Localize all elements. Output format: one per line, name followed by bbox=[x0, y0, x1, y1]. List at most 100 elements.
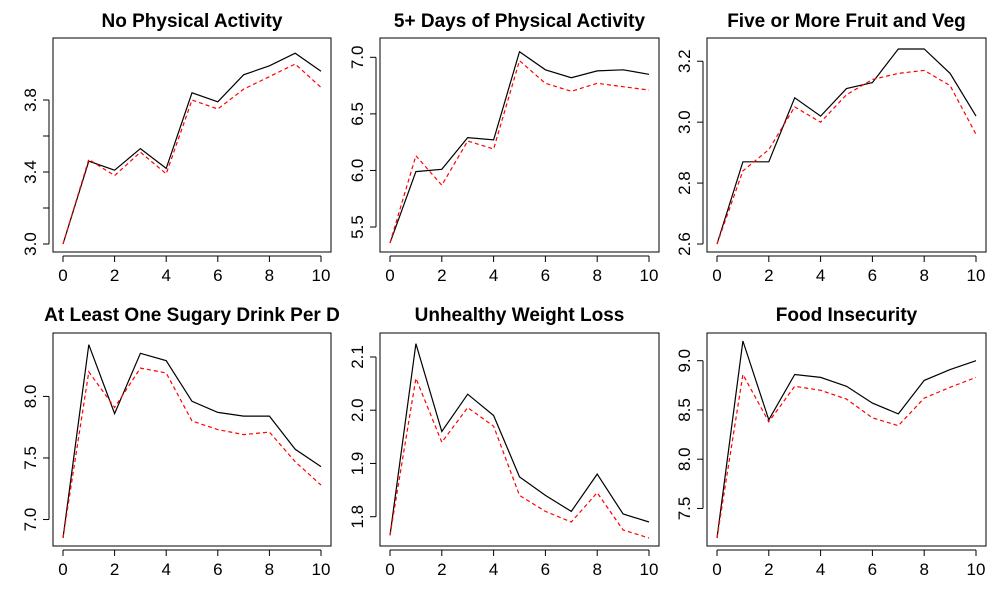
plot-frame bbox=[706, 37, 987, 253]
x-tick-label: 8 bbox=[265, 560, 274, 579]
y-tick-label: 2.6 bbox=[675, 232, 694, 256]
x-tick-label: 6 bbox=[868, 560, 877, 579]
y-tick-label: 8.0 bbox=[675, 447, 694, 471]
series-line-dashed bbox=[716, 372, 977, 539]
x-tick-label: 0 bbox=[712, 560, 721, 579]
y-tick-label: 3.0 bbox=[675, 110, 694, 134]
x-tick-label: 6 bbox=[213, 560, 222, 579]
x-tick-label: 6 bbox=[213, 266, 222, 285]
x-tick-label: 0 bbox=[385, 560, 394, 579]
x-tick-label: 6 bbox=[541, 266, 550, 285]
y-tick-label: 7.0 bbox=[21, 508, 40, 532]
x-tick-label: 6 bbox=[541, 560, 550, 579]
y-axis: 7.0 7.5 8.0 bbox=[21, 385, 50, 532]
x-axis: 0 2 4 6 8 10 bbox=[385, 255, 659, 285]
series-line-dashed bbox=[389, 376, 650, 539]
y-tick-label: 8.5 bbox=[675, 398, 694, 422]
y-tick-label: 3.8 bbox=[21, 88, 40, 112]
x-tick-label: 8 bbox=[592, 560, 601, 579]
series-line-dashed bbox=[62, 63, 322, 245]
x-tick-label: 4 bbox=[161, 266, 170, 285]
panel-6: Food Insecurity 0 2 4 6 8 10 7.5 8.0 8.5 9.0 bbox=[675, 305, 987, 579]
y-axis: 7.5 8.0 8.5 9.0 bbox=[675, 349, 704, 521]
x-tick-label: 0 bbox=[58, 266, 67, 285]
plot-frame bbox=[706, 332, 987, 547]
x-tick-label: 8 bbox=[919, 266, 928, 285]
y-tick-label: 7.5 bbox=[675, 497, 694, 521]
y-tick-label: 7.0 bbox=[348, 45, 367, 69]
series-line-dashed bbox=[716, 69, 977, 245]
panel-title: Unhealthy Weight Loss bbox=[415, 305, 625, 326]
y-tick-label: 5.5 bbox=[348, 215, 367, 239]
x-tick-label: 0 bbox=[58, 560, 67, 579]
x-tick-label: 10 bbox=[967, 266, 986, 285]
y-tick-label: 2.8 bbox=[675, 171, 694, 195]
y-tick-label: 6.0 bbox=[348, 159, 367, 183]
series-line-solid bbox=[389, 50, 650, 244]
x-tick-label: 8 bbox=[919, 560, 928, 579]
x-tick-label: 2 bbox=[437, 560, 446, 579]
x-tick-label: 2 bbox=[764, 560, 773, 579]
y-tick-label: 3.4 bbox=[21, 160, 40, 184]
y-tick-label: 1.8 bbox=[348, 505, 367, 529]
x-axis: 0 2 4 6 8 10 bbox=[58, 255, 331, 285]
x-tick-label: 10 bbox=[312, 266, 331, 285]
x-axis: 0 2 4 6 8 10 bbox=[385, 549, 659, 579]
y-tick-label: 6.5 bbox=[348, 102, 367, 126]
x-tick-label: 0 bbox=[712, 266, 721, 285]
x-tick-label: 2 bbox=[437, 266, 446, 285]
x-tick-label: 8 bbox=[265, 266, 274, 285]
panel-4: At Least One Sugary Drink Per D 0 2 4 6 8 10 7.… bbox=[21, 305, 340, 579]
plot-frame bbox=[52, 332, 332, 547]
y-tick-label: 2.0 bbox=[348, 398, 367, 422]
series-line-solid bbox=[389, 343, 650, 536]
panel-5: Unhealthy Weight Loss 0 2 4 6 8 10 1.8 1.9 2.0 2.1 bbox=[348, 305, 660, 579]
y-tick-label: 7.5 bbox=[21, 446, 40, 470]
x-axis: 0 2 4 6 8 10 bbox=[58, 549, 331, 579]
plot-frame bbox=[379, 37, 660, 253]
x-tick-label: 4 bbox=[489, 266, 498, 285]
x-tick-label: 6 bbox=[868, 266, 877, 285]
x-tick-label: 2 bbox=[764, 266, 773, 285]
y-axis: 2.6 2.8 3.0 3.2 bbox=[675, 49, 704, 256]
y-tick-label: 2.1 bbox=[348, 345, 367, 369]
series-line-dashed bbox=[389, 59, 650, 244]
series-line-solid bbox=[716, 48, 977, 245]
panel-title: Five or More Fruit and Veg bbox=[727, 11, 966, 32]
plot-frame bbox=[52, 37, 332, 253]
x-axis: 0 2 4 6 8 10 bbox=[712, 549, 986, 579]
panel-title: 5+ Days of Physical Activity bbox=[394, 11, 646, 32]
panel-title: At Least One Sugary Drink Per D bbox=[44, 305, 340, 326]
x-tick-label: 2 bbox=[110, 560, 119, 579]
panel-title: Food Insecurity bbox=[776, 305, 918, 326]
x-tick-label: 10 bbox=[312, 560, 331, 579]
x-tick-label: 4 bbox=[816, 560, 825, 579]
panel-2: 5+ Days of Physical Activity 0 2 4 6 8 10 5.5 6.… bbox=[348, 11, 660, 285]
series-line-solid bbox=[62, 344, 322, 539]
y-axis: 1.8 1.9 2.0 2.1 bbox=[348, 345, 377, 529]
series-line-solid bbox=[62, 52, 322, 245]
x-tick-label: 10 bbox=[967, 560, 986, 579]
x-tick-label: 4 bbox=[816, 266, 825, 285]
x-tick-label: 10 bbox=[640, 266, 659, 285]
x-tick-label: 8 bbox=[592, 266, 601, 285]
series-line-dashed bbox=[62, 367, 322, 539]
x-tick-label: 10 bbox=[640, 560, 659, 579]
y-tick-label: 3.2 bbox=[675, 49, 694, 73]
y-axis: 3.0 3.4 3.8 bbox=[21, 88, 50, 256]
y-axis: 5.5 6.0 6.5 7.0 bbox=[348, 45, 377, 239]
y-tick-label: 3.0 bbox=[21, 232, 40, 256]
y-tick-label: 1.9 bbox=[348, 452, 367, 476]
x-tick-label: 4 bbox=[161, 560, 170, 579]
plot-frame bbox=[379, 332, 660, 547]
panel-3: Five or More Fruit and Veg 0 2 4 6 8 10 2.6 2.8 3… bbox=[675, 11, 987, 285]
series-line-solid bbox=[716, 340, 977, 539]
x-tick-label: 2 bbox=[110, 266, 119, 285]
x-axis: 0 2 4 6 8 10 bbox=[712, 255, 986, 285]
y-tick-label: 8.0 bbox=[21, 385, 40, 409]
panel-title: No Physical Activity bbox=[102, 11, 283, 32]
x-tick-label: 4 bbox=[489, 560, 498, 579]
y-tick-label: 9.0 bbox=[675, 349, 694, 373]
x-tick-label: 0 bbox=[385, 266, 394, 285]
